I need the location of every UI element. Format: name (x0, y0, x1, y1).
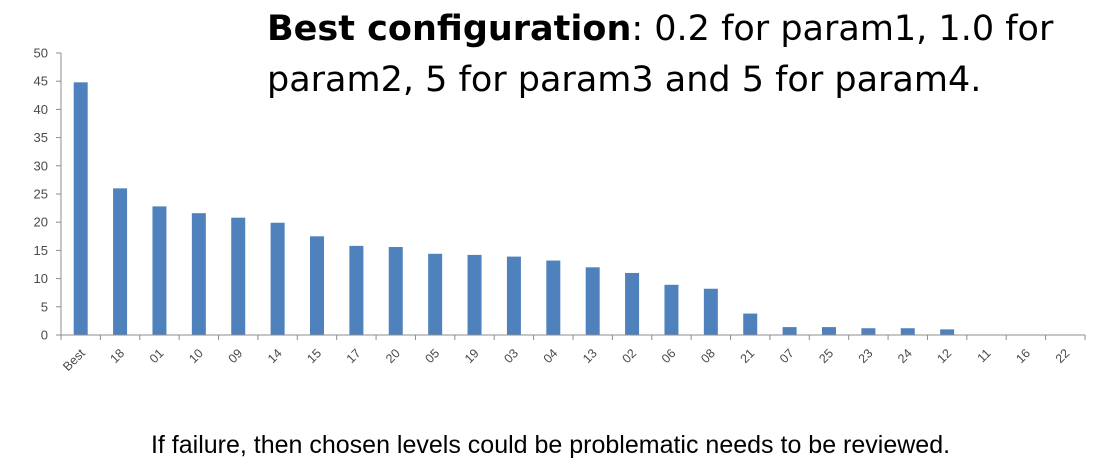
bar-09 (231, 217, 246, 335)
bar-06 (664, 284, 679, 335)
bar-13 (585, 267, 600, 335)
x-tick-label: 14 (265, 346, 285, 366)
x-tick-label: 13 (580, 346, 600, 366)
caption-text: If failure, then chosen levels could be … (150, 431, 951, 459)
y-tick-label: 5 (41, 299, 48, 314)
x-tick-label: 15 (304, 346, 324, 366)
bar-21 (743, 313, 758, 335)
bar-19 (467, 254, 482, 335)
bar-03 (506, 256, 521, 335)
bar-20 (388, 247, 403, 335)
bar-24 (900, 328, 915, 335)
x-tick-label: 06 (659, 346, 679, 366)
x-tick-label: 16 (1013, 346, 1033, 366)
x-tick-label: 09 (226, 346, 246, 366)
x-tick-label: 11 (975, 346, 994, 365)
x-tick-label: 21 (738, 346, 758, 366)
x-tick-label: 07 (777, 346, 797, 366)
bar-08 (703, 288, 718, 335)
y-axis: 0 5 10 15 20 25 30 35 40 45 50 (34, 46, 62, 343)
y-tick-label: 20 (34, 215, 48, 230)
bar-17 (349, 245, 364, 335)
bar-10 (191, 213, 206, 335)
x-tick-label: 01 (147, 346, 167, 366)
bar-02 (625, 272, 640, 335)
bar-23 (861, 328, 876, 335)
chart-title-rest: : 0.2 for param1, 1.0 for param2, 5 for … (267, 9, 1054, 100)
y-tick-label: 15 (34, 243, 48, 258)
x-tick-label: 19 (462, 346, 482, 366)
y-tick-label: 50 (34, 46, 48, 61)
x-tick-label: 08 (698, 346, 718, 366)
x-axis: Best 18 01 10 09 14 15 17 20 05 19 03 04 13 02 06 08 21 07… (56, 334, 1086, 374)
x-tick-label: Best (60, 346, 88, 374)
bar-04 (546, 260, 561, 335)
y-tick-label: 10 (34, 271, 48, 286)
x-tick-label: 20 (383, 346, 403, 366)
bar-14 (270, 222, 285, 335)
x-tick-label: 18 (107, 346, 127, 366)
bar-01 (152, 206, 167, 335)
y-tick-label: 35 (34, 130, 48, 145)
x-tick-label: 02 (619, 346, 639, 366)
y-tick-label: 30 (34, 158, 48, 173)
x-tick-label: 23 (856, 346, 876, 366)
y-tick-label: 25 (34, 187, 48, 202)
bar-12 (940, 329, 955, 335)
x-tick-label: 17 (344, 346, 364, 366)
x-tick-label: 25 (816, 346, 836, 366)
bar-18 (113, 188, 128, 335)
bar-05 (428, 253, 443, 335)
bar-25 (822, 327, 836, 335)
y-tick-label: 40 (34, 102, 48, 117)
x-tick-label: 04 (541, 346, 561, 366)
bar-15 (310, 236, 324, 335)
x-tick-label: 03 (501, 346, 521, 366)
x-tick-label: 05 (423, 346, 443, 366)
y-tick-label: 45 (34, 74, 48, 89)
y-tick-label: 0 (41, 328, 48, 343)
chart-title: Best configuration: 0.2 for param1, 1.0 … (267, 4, 1087, 106)
bars (73, 82, 955, 335)
chart-title-bold: Best configuration (267, 9, 632, 49)
x-tick-label: 24 (895, 346, 915, 366)
x-tick-label: 10 (186, 346, 206, 366)
x-tick-label: 22 (1053, 346, 1073, 366)
bar-07 (782, 327, 797, 335)
bar-best (73, 82, 88, 335)
x-tick-label: 12 (935, 346, 955, 366)
